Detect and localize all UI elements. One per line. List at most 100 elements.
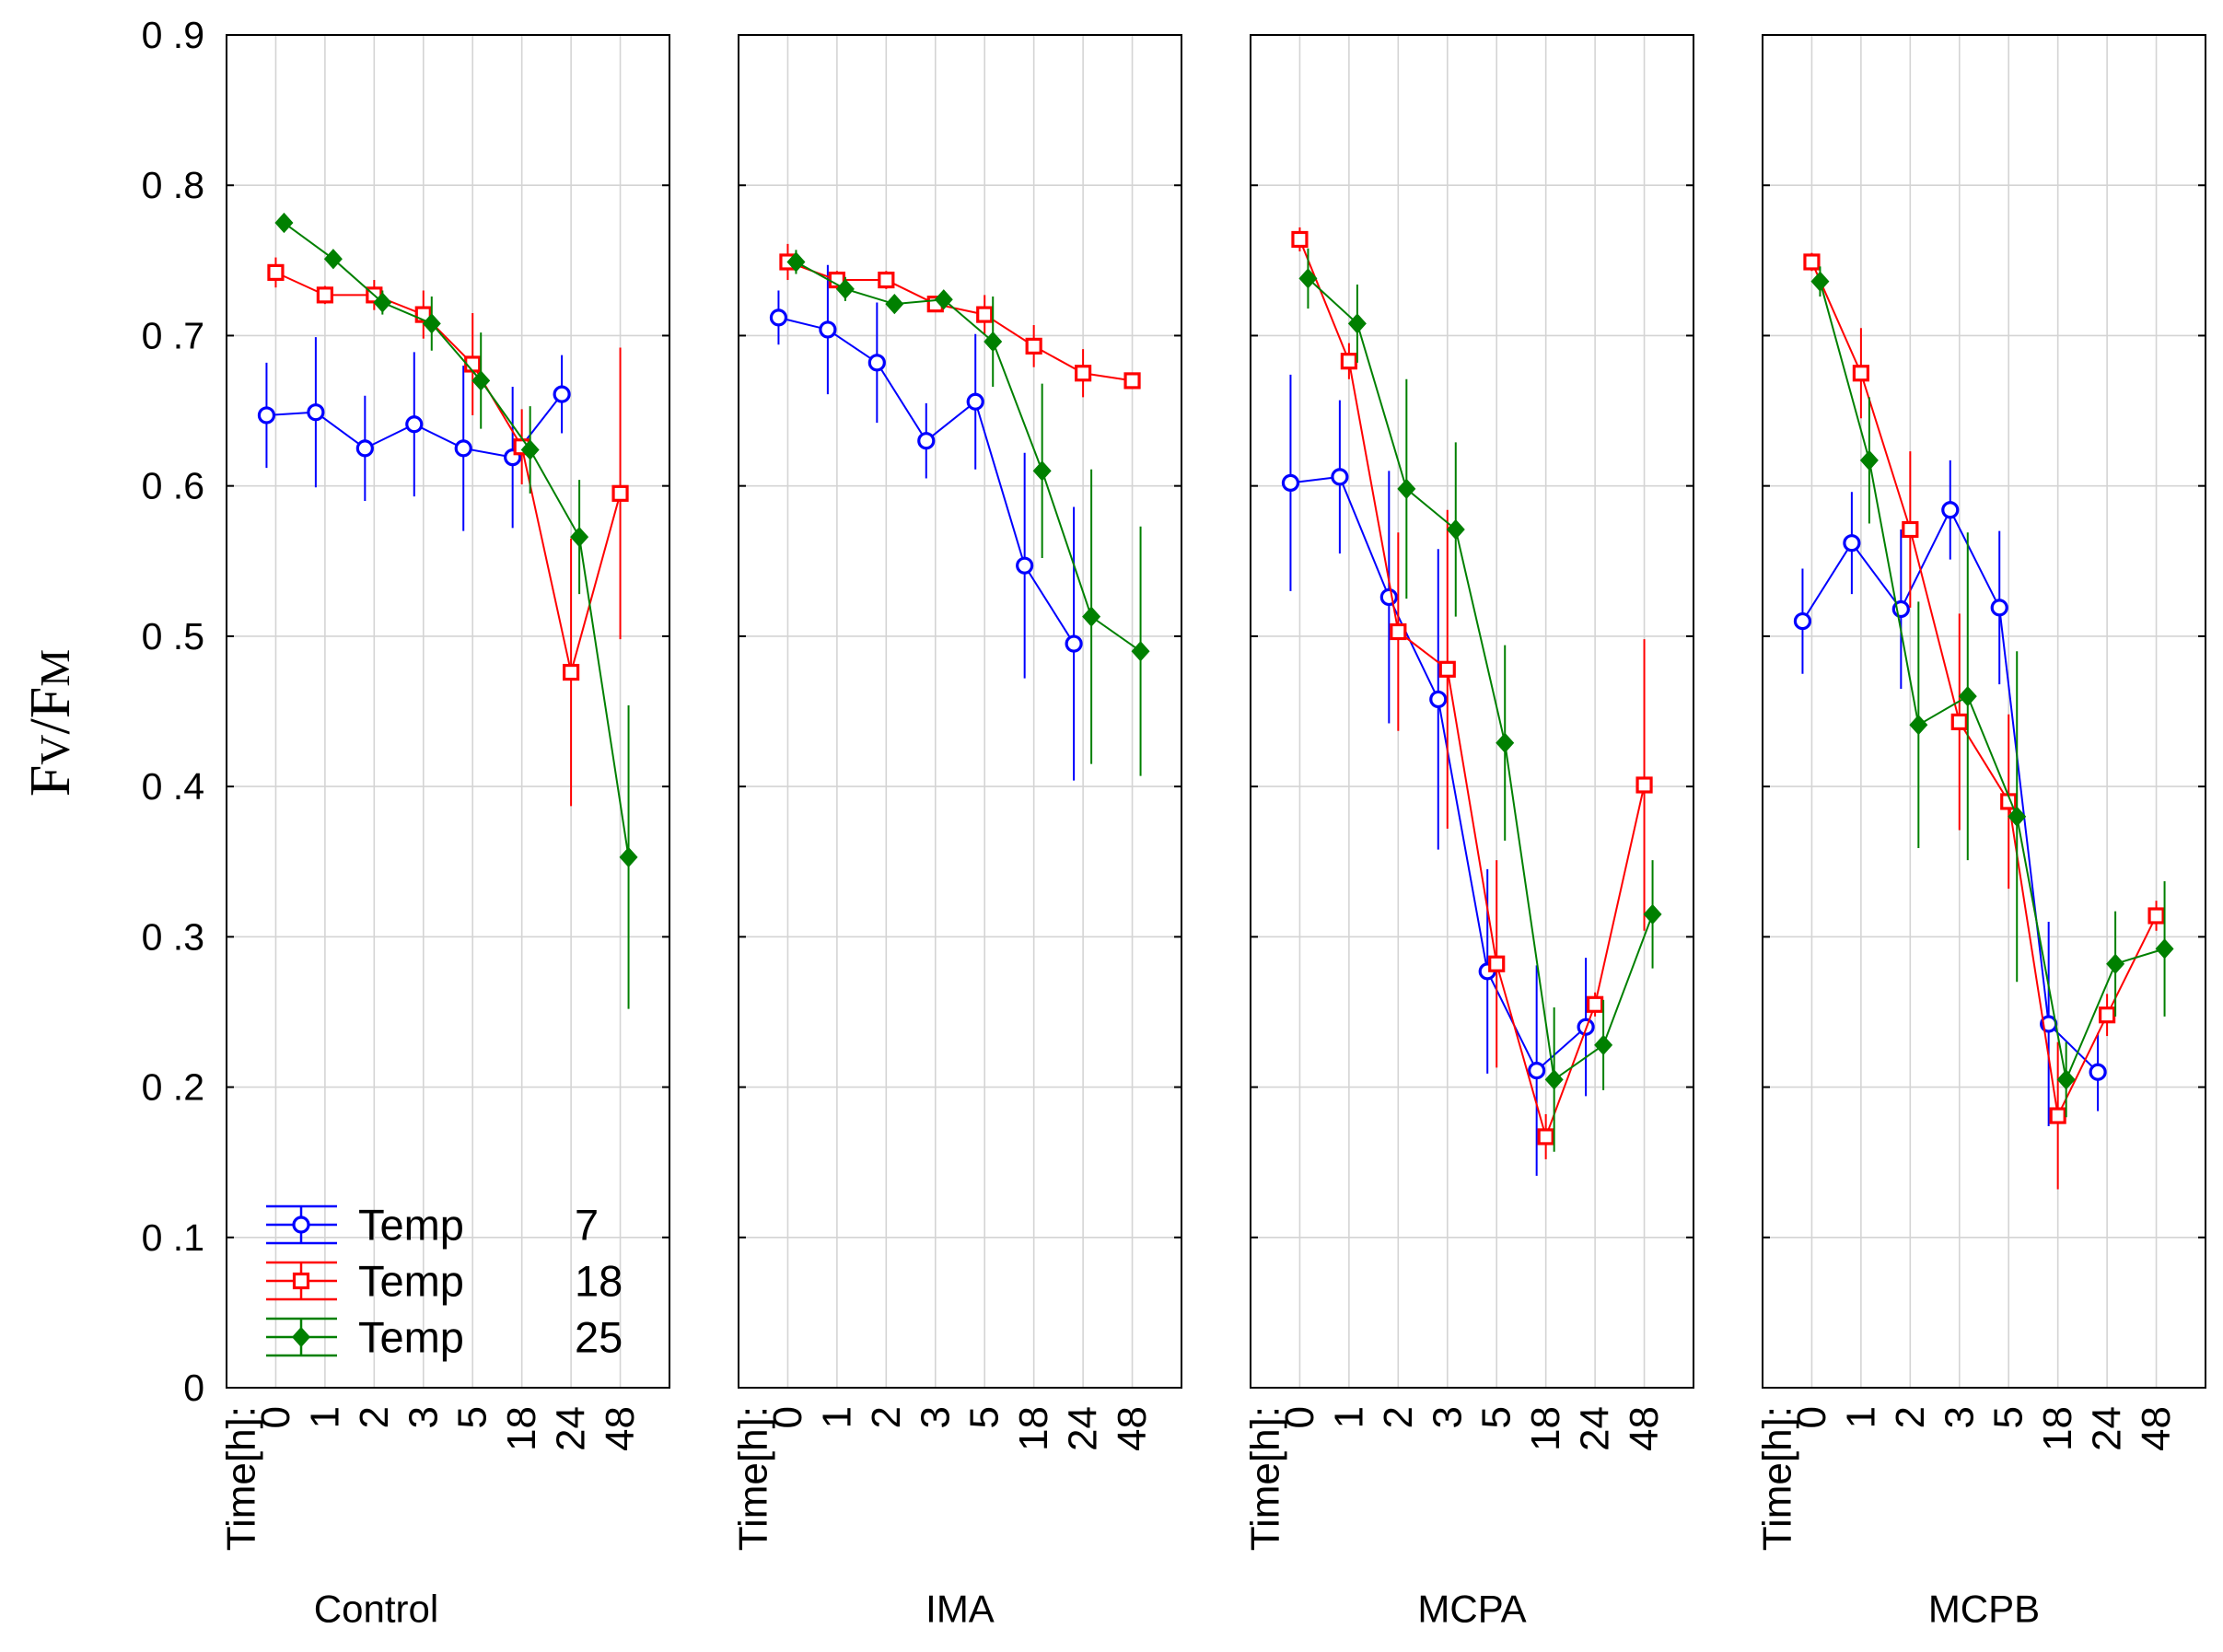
point-ima-temp25-t24 [1082, 606, 1101, 627]
point-control-temp7-t1 [307, 403, 325, 422]
x-tick-label: 24 [1061, 1406, 1106, 1451]
point-mcpa-temp18-t18 [1537, 1128, 1554, 1146]
point-ima-temp25-t2 [885, 294, 904, 315]
series-line [1801, 507, 2099, 1073]
series-line [1298, 238, 1646, 1140]
y-tick-label: 0 .8 [142, 164, 204, 206]
point-control-temp7-t0 [257, 406, 276, 425]
point-mcpb-temp18-t48 [2147, 907, 2165, 925]
x-tick-label: 48 [1110, 1406, 1155, 1451]
x-tick-label: 48 [1622, 1406, 1667, 1451]
point-control-temp18-t24 [563, 663, 580, 681]
y-tick-label: 0 .3 [142, 915, 204, 958]
panel-label-mcpa: MCPA [1417, 1588, 1526, 1631]
series-line [1307, 277, 1654, 1082]
x-tick-label: 48 [2134, 1406, 2179, 1451]
point-control-temp25-t1 [323, 249, 343, 270]
gridlines [227, 35, 669, 1388]
point-mcpa-temp25-t2 [1397, 478, 1416, 500]
point-mcpb-temp7-t0 [1793, 611, 1812, 631]
x-tick-label: 3 [401, 1406, 446, 1428]
x-tick-label: 1 [1326, 1406, 1371, 1428]
point-mcpa-temp25-t48 [1643, 903, 1662, 925]
series-line [795, 261, 1142, 653]
point-control-temp25-t0 [274, 212, 294, 234]
point-ima-temp25-t5 [983, 331, 1003, 353]
point-ima-temp7-t0 [769, 308, 788, 327]
x-axis-label: Time[h]: [1243, 1406, 1288, 1551]
series-temp-18 [779, 243, 1141, 398]
point-ima-temp25-t3 [934, 289, 953, 310]
point-control-temp7-t3 [405, 415, 424, 434]
y-axis-title: FV/FM [19, 649, 82, 797]
legend-label: Temp [358, 1257, 464, 1306]
x-tick-label: 2 [1376, 1406, 1421, 1428]
point-mcpa-temp7-t18 [1528, 1062, 1546, 1080]
point-ima-temp7-t1 [819, 320, 837, 339]
x-tick-label: 2 [1888, 1406, 1933, 1428]
point-mcpb-temp18-t18 [2049, 1107, 2066, 1124]
point-mcpb-temp25-t5 [2008, 806, 2027, 827]
plot-frame [1250, 34, 1694, 1389]
point-mcpb-temp18-t0 [1803, 253, 1821, 271]
point-control-temp18-t1 [316, 286, 333, 304]
point-mcpb-temp7-t1 [1843, 534, 1861, 553]
x-tick-label: 2 [864, 1406, 909, 1428]
point-mcpb-temp7-t24 [2089, 1063, 2107, 1081]
y-axis-title-part: M [31, 649, 78, 687]
point-mcpb-temp25-t3 [1958, 686, 1977, 707]
point-mcpa-temp25-t5 [1496, 732, 1515, 753]
x-axis-label: Time[h]: [219, 1406, 264, 1551]
point-mcpa-temp18-t2 [1390, 622, 1407, 641]
point-ima-temp18-t48 [1123, 372, 1141, 390]
gridlines [1251, 35, 1693, 1388]
x-tick-label: 0 [253, 1406, 298, 1428]
point-mcpb-temp25-t0 [1810, 271, 1830, 292]
y-tick-label: 0 [183, 1367, 204, 1409]
y-tick-label: 0 .1 [142, 1216, 204, 1259]
point-mcpa-temp25-t0 [1298, 268, 1318, 289]
point-mcpb-temp18-t2 [1902, 520, 1919, 539]
point-ima-temp7-t5 [966, 392, 984, 411]
point-control-temp7-t2 [355, 439, 374, 458]
series-temp-25 [786, 250, 1150, 776]
gridlines [739, 35, 1181, 1388]
point-mcpa-temp25-t1 [1347, 313, 1367, 334]
point-ima-temp7-t3 [917, 432, 936, 450]
x-tick-label: 1 [1838, 1406, 1883, 1428]
point-ima-temp18-t24 [1075, 365, 1092, 382]
x-tick-label: 18 [1011, 1406, 1056, 1451]
series-temp-25 [1810, 266, 2174, 1118]
y-tick-label: 0 .4 [142, 765, 204, 808]
plot-frame [1762, 34, 2206, 1389]
series-temp-18 [1803, 252, 2165, 1190]
point-mcpa-temp18-t0 [1291, 230, 1309, 249]
series-line [1819, 281, 2165, 1083]
point-ima-temp18-t2 [878, 271, 895, 289]
legend-value: 25 [575, 1313, 623, 1362]
series-temp-7 [257, 337, 571, 531]
x-tick-label: 5 [1474, 1406, 1519, 1428]
point-mcpb-temp7-t5 [1990, 599, 2008, 617]
legend-entry-temp-25: Temp 25 [266, 1313, 623, 1362]
y-tick-label: 0 .2 [142, 1066, 204, 1109]
legend-label: Temp [358, 1201, 464, 1250]
x-tick-label: 0 [765, 1406, 810, 1428]
point-mcpa-temp18-t3 [1438, 660, 1456, 678]
series-temp-7 [1793, 460, 2107, 1126]
point-mcpb-temp18-t3 [1950, 713, 1968, 731]
legend-marker-diamond [291, 1326, 311, 1348]
series-temp-25 [1298, 248, 1662, 1152]
legend-symbol [266, 1317, 337, 1357]
point-control-temp25-t3 [422, 313, 441, 334]
series-line [778, 316, 1075, 645]
point-mcpa-temp25-t3 [1446, 518, 1465, 541]
point-mcpa-temp7-t1 [1331, 468, 1349, 486]
point-ima-temp7-t24 [1065, 634, 1083, 653]
legend-marker-square [292, 1272, 310, 1290]
x-tick-label: 18 [499, 1406, 544, 1451]
point-mcpa-temp7-t3 [1429, 690, 1448, 709]
legend-entry-temp-7: Temp 7 [266, 1201, 599, 1250]
legend-marker-circle [292, 1216, 310, 1234]
